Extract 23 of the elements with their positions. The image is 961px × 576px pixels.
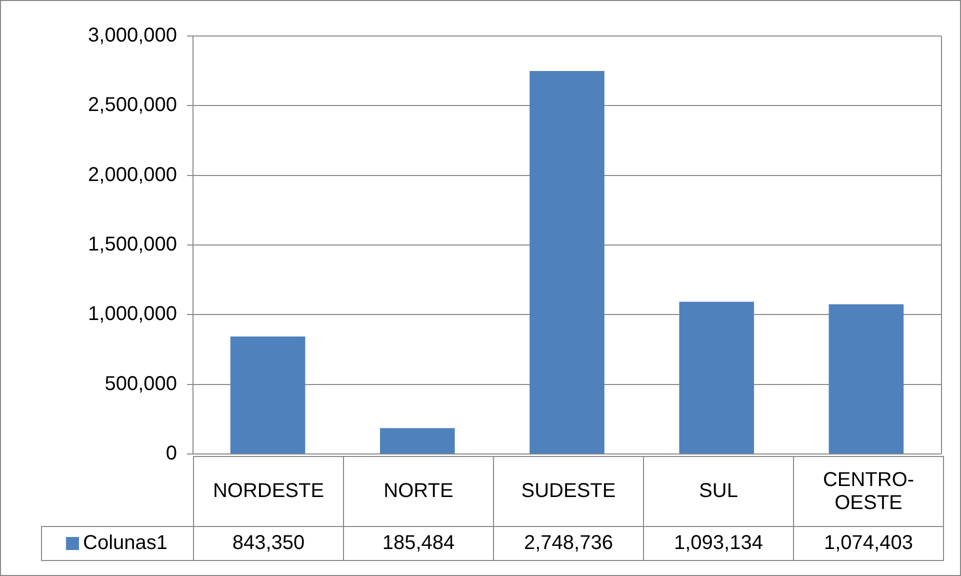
bar: [230, 336, 306, 454]
data-label: 185,484: [343, 526, 494, 561]
x-tick-label: CENTRO-OESTE: [793, 456, 944, 527]
data-label: 843,350: [193, 526, 344, 561]
x-tick-label: NORTE: [343, 456, 494, 527]
y-tick-label: 500,000: [104, 372, 177, 395]
x-tick-label: SUL: [643, 456, 794, 527]
y-tick-label: 0: [166, 442, 177, 465]
y-tick-label: 1,000,000: [88, 303, 177, 326]
y-tick-label: 2,000,000: [88, 164, 177, 186]
data-label: 1,093,134: [643, 526, 794, 561]
x-tick-label: NORDESTE: [193, 456, 344, 527]
y-tick-label: 3,000,000: [88, 24, 177, 47]
bar: [530, 71, 604, 454]
y-tick-label: 2,500,000: [88, 94, 177, 116]
data-label: 2,748,736: [493, 526, 644, 561]
bar: [828, 304, 904, 454]
bar: [679, 302, 754, 454]
data-label: 1,074,403: [793, 526, 944, 561]
y-tick-label: 1,500,000: [88, 234, 177, 256]
bar: [380, 428, 455, 454]
legend-label: Colunas1: [83, 532, 168, 555]
x-tick-label: SUDESTE: [493, 456, 644, 527]
